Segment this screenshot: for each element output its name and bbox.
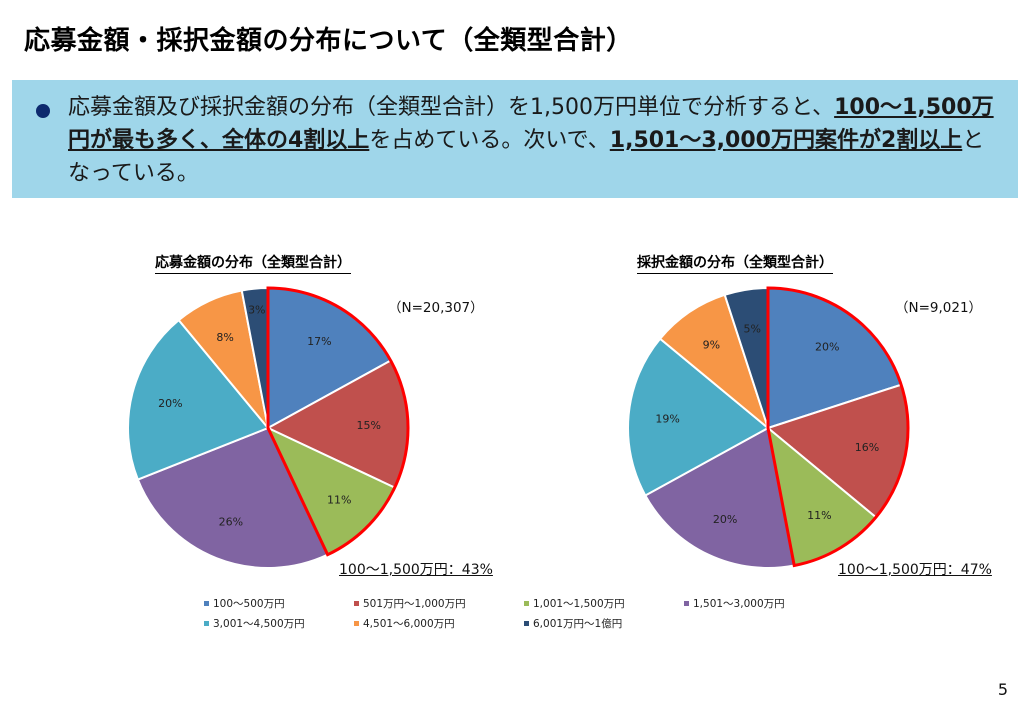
summary-segment: 応募金額及び採択金額の分布（全類型合計）を1,500万円単位で分析すると、 <box>68 95 835 120</box>
pie-data-label: 8% <box>216 331 233 344</box>
summary-segment: となっている。 <box>68 128 985 186</box>
pie-slice <box>658 293 771 431</box>
pie-data-label: 3% <box>248 304 265 317</box>
legend-label: 501万円〜1,000万円 <box>363 598 466 610</box>
pie-data-label: 5% <box>744 322 761 335</box>
highlight-label-application: 100〜1,500万円：43% <box>339 562 493 578</box>
highlight-outline <box>266 286 410 557</box>
legend-swatch-icon <box>524 621 529 626</box>
pie-slice <box>127 318 270 481</box>
pie-data-label: 9% <box>703 339 720 352</box>
legend-label: 6,001万円〜1億円 <box>533 618 623 630</box>
legend-item: 100〜500万円 <box>204 596 285 611</box>
pie-data-label: 26% <box>219 516 243 529</box>
chart-title-application: 応募金額の分布（全類型合計） <box>155 252 351 274</box>
pie-chart-0: 17% 15% 11% 26% 20% 8% 3% <box>127 286 410 569</box>
pie-data-label: 20% <box>713 513 737 526</box>
pie-data-label: 20% <box>815 340 839 353</box>
legend-item: 6,001万円〜1億円 <box>524 616 622 631</box>
summary-box <box>12 80 1018 198</box>
pie-data-label: 17% <box>307 335 331 348</box>
pie-data-label: 11% <box>327 493 351 506</box>
summary-text: 応募金額及び採択金額の分布（全類型合計）を1,500万円単位で分析すると、100… <box>68 91 998 190</box>
page-title: 応募金額・採択金額の分布について（全類型合計） <box>24 26 633 56</box>
pie-slice <box>643 426 796 569</box>
legend-swatch-icon <box>684 601 689 606</box>
legend-label: 100〜500万円 <box>213 598 285 610</box>
legend-label: 4,501〜6,000万円 <box>363 618 455 630</box>
pie-data-label: 20% <box>158 397 182 410</box>
pie-data-label: 11% <box>807 509 831 522</box>
bullet-icon <box>36 104 50 118</box>
legend-swatch-icon <box>354 621 359 626</box>
legend-item: 501万円〜1,000万円 <box>354 596 466 611</box>
legend-item: 4,501〜6,000万円 <box>354 616 455 631</box>
legend-label: 1,501〜3,000万円 <box>693 598 785 610</box>
legend-label: 3,001〜4,500万円 <box>213 618 305 630</box>
highlight-label-adoption: 100〜1,500万円：47% <box>838 562 992 578</box>
highlight-outline <box>766 286 910 568</box>
pie-data-label: 16% <box>855 441 879 454</box>
chart-title-adoption: 採択金額の分布（全類型合計） <box>637 252 833 274</box>
legend-item: 3,001〜4,500万円 <box>204 616 305 631</box>
pie-chart-1: 20% 16% 11% 20% 19% 9% 5% <box>627 286 910 569</box>
pie-data-label: 15% <box>357 419 381 432</box>
legend-swatch-icon <box>354 601 359 606</box>
legend-item: 1,001〜1,500万円 <box>524 596 625 611</box>
legend-swatch-icon <box>204 601 209 606</box>
legend-item: 1,501〜3,000万円 <box>684 596 785 611</box>
summary-segment: を占めている。次いで、 <box>369 128 610 153</box>
n-label-application: （N=20,307） <box>388 300 484 316</box>
legend-swatch-icon <box>204 621 209 626</box>
summary-highlight: 1,501〜3,000万円案件が2割以上 <box>609 128 963 153</box>
legend-label: 1,001〜1,500万円 <box>533 598 625 610</box>
legend-swatch-icon <box>524 601 529 606</box>
summary-highlight: 100〜1,500万円が最も多く、全体の4割以上 <box>68 95 994 153</box>
n-label-adoption: （N=9,021） <box>895 300 983 316</box>
page-number: 5 <box>997 680 1008 699</box>
pie-data-label: 19% <box>655 413 679 426</box>
pie-slice <box>136 426 329 569</box>
pie-slice <box>627 337 770 497</box>
